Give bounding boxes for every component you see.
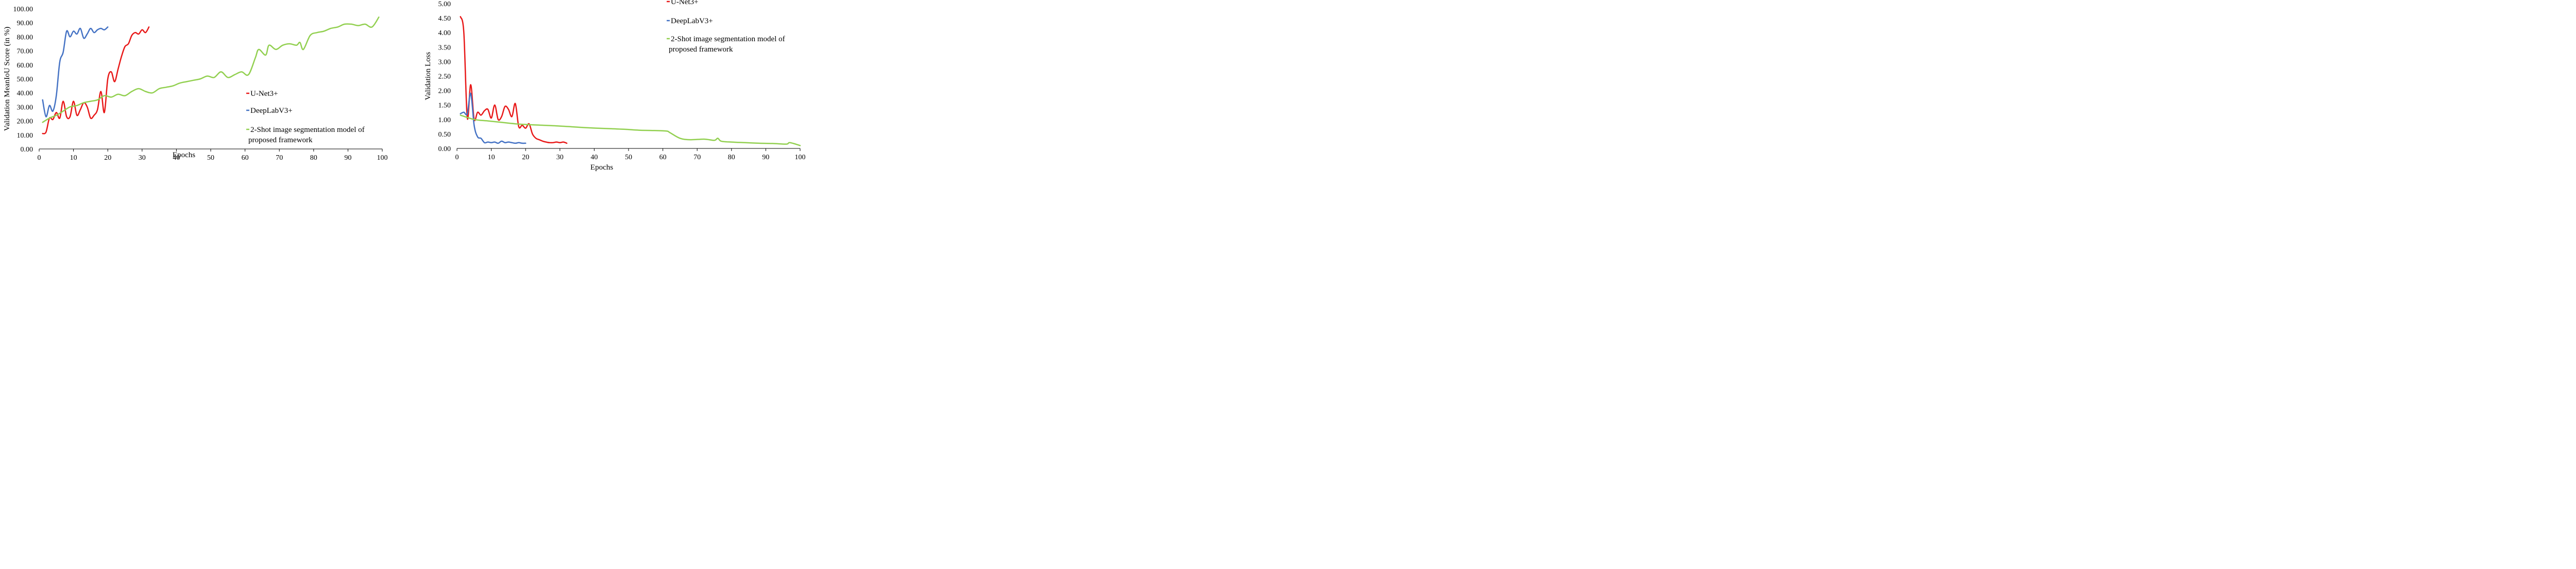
loss-y-tick-label: 1.00: [438, 116, 451, 124]
loss-series-line-2: [460, 114, 801, 146]
loss-legend-label-deeplab: DeepLabV3+: [671, 17, 713, 25]
meaniou-y-tick-label: 10.00: [17, 132, 33, 140]
meaniou-y-tick-label: 70.00: [17, 48, 33, 56]
loss-y-tick-label: 3.00: [438, 58, 451, 66]
loss-legend: U-Net3+ DeepLabV3+ 2-Shot image segmenta…: [667, 0, 785, 54]
loss-y-axis-label: Validation Loss: [424, 52, 432, 100]
meaniou-x-tick-label: 0: [38, 154, 41, 162]
loss-x-tick-label: 0: [455, 154, 459, 161]
loss-y-tick-label: 5.00: [438, 1, 451, 8]
meaniou-legend-label-2shot-line1: 2-Shot image segmentation model of: [250, 126, 365, 134]
meaniou-legend-label-2shot-line2: proposed framework: [248, 136, 313, 144]
meaniou-x-ticks: 0 10 20 30 40 50 60 70 80 90 100: [38, 149, 388, 162]
loss-x-tick-label: 10: [488, 154, 495, 161]
loss-x-tick-label: 90: [762, 154, 769, 161]
meaniou-x-tick-label: 10: [70, 154, 77, 162]
loss-y-tick-label: 2.00: [438, 88, 451, 95]
meaniou-y-ticks: 0.00 10.00 20.00 30.00 40.00 50.00 60.00 70.00 8…: [13, 6, 33, 154]
loss-legend-label-2shot-line1: 2-Shot image segmentation model of: [671, 35, 785, 43]
figure: 0.00 10.00 20.00 30.00 40.00 50.00 60.00 70.00 8…: [3, 0, 806, 172]
loss-y-tick-label: 2.50: [438, 73, 451, 81]
loss-x-tick-label: 30: [556, 154, 564, 161]
meaniou-y-tick-label: 30.00: [17, 104, 33, 111]
meaniou-y-tick-label: 60.00: [17, 62, 33, 70]
loss-x-tick-label: 60: [659, 154, 667, 161]
meaniou-legend-item-unet3: U-Net3+: [246, 90, 278, 98]
meaniou-y-tick-label: 90.00: [17, 20, 33, 27]
loss-x-tick-label: 70: [693, 154, 701, 161]
loss-x-tick-label: 100: [795, 154, 806, 161]
meaniou-x-tick-label: 50: [207, 154, 214, 162]
loss-legend-label-unet3: U-Net3+: [671, 0, 698, 6]
loss-y-tick-label: 4.00: [438, 29, 451, 37]
loss-chart: 0.00 0.50 1.00 1.50 2.00 2.50 3.00 3.50 4.00 4.50…: [424, 0, 806, 172]
loss-legend-label-2shot-line2: proposed framework: [669, 45, 733, 54]
meaniou-x-tick-label: 40: [173, 154, 180, 162]
meaniou-x-axis-label: Epochs: [173, 151, 195, 159]
loss-x-ticks: 0 10 20 30 40 50 60 70 80 90 100: [455, 148, 806, 161]
meaniou-x-tick-label: 30: [139, 154, 146, 162]
loss-legend-label-2shot: 2-Shot image segmentation model of propos…: [669, 35, 785, 54]
meaniou-x-tick-label: 80: [310, 154, 317, 162]
meaniou-y-tick-label: 50.00: [17, 76, 33, 83]
loss-legend-item-2shot: 2-Shot image segmentation model of propos…: [667, 35, 785, 54]
meaniou-legend-item-2shot: 2-Shot image segmentation model of propos…: [246, 126, 365, 144]
meaniou-series-line-1: [42, 26, 109, 118]
meaniou-legend-label-deeplab: DeepLabV3+: [250, 107, 293, 115]
loss-y-tick-label: 1.50: [438, 102, 451, 110]
meaniou-series-line-0: [42, 26, 150, 135]
meaniou-y-tick-label: 80.00: [17, 34, 33, 41]
loss-x-tick-label: 80: [728, 154, 735, 161]
loss-legend-item-deeplab: DeepLabV3+: [667, 17, 713, 25]
loss-y-tick-label: 3.50: [438, 44, 451, 52]
meaniou-legend-label-unet3: U-Net3+: [250, 90, 278, 98]
meaniou-y-tick-label: 0.00: [21, 146, 33, 154]
loss-x-tick-label: 40: [590, 154, 598, 161]
loss-y-tick-label: 0.00: [438, 145, 451, 153]
meaniou-y-tick-label: 100.00: [13, 6, 33, 13]
meaniou-y-tick-label: 20.00: [17, 118, 33, 126]
meaniou-legend-label-2shot: 2-Shot image segmentation model of propos…: [248, 126, 365, 144]
meaniou-x-tick-label: 70: [276, 154, 283, 162]
meaniou-y-tick-label: 40.00: [17, 90, 33, 97]
loss-series-line-1: [460, 92, 527, 144]
meaniou-series: [42, 16, 380, 135]
meaniou-x-tick-label: 60: [242, 154, 249, 162]
loss-y-tick-label: 4.50: [438, 15, 451, 23]
loss-y-ticks: 0.00 0.50 1.00 1.50 2.00 2.50 3.00 3.50 4.00 4.50…: [438, 1, 451, 153]
loss-x-axis-label: Epochs: [590, 163, 613, 172]
meaniou-series-line-2: [42, 16, 380, 123]
loss-x-tick-label: 20: [522, 154, 529, 161]
loss-y-tick-label: 0.50: [438, 131, 451, 139]
meaniou-legend-item-deeplab: DeepLabV3+: [246, 107, 293, 115]
loss-legend-item-unet3: U-Net3+: [667, 0, 698, 6]
meaniou-legend: U-Net3+ DeepLabV3+ 2-Shot image segmenta…: [246, 90, 365, 144]
meaniou-chart: 0.00 10.00 20.00 30.00 40.00 50.00 60.00 70.00 8…: [3, 6, 388, 162]
meaniou-y-axis-label: Validation MeanIoU Score (in %): [3, 27, 11, 131]
meaniou-x-tick-label: 20: [104, 154, 111, 162]
meaniou-x-tick-label: 100: [377, 154, 388, 162]
loss-series: [460, 16, 801, 146]
loss-x-tick-label: 50: [625, 154, 632, 161]
meaniou-x-tick-label: 90: [344, 154, 351, 162]
